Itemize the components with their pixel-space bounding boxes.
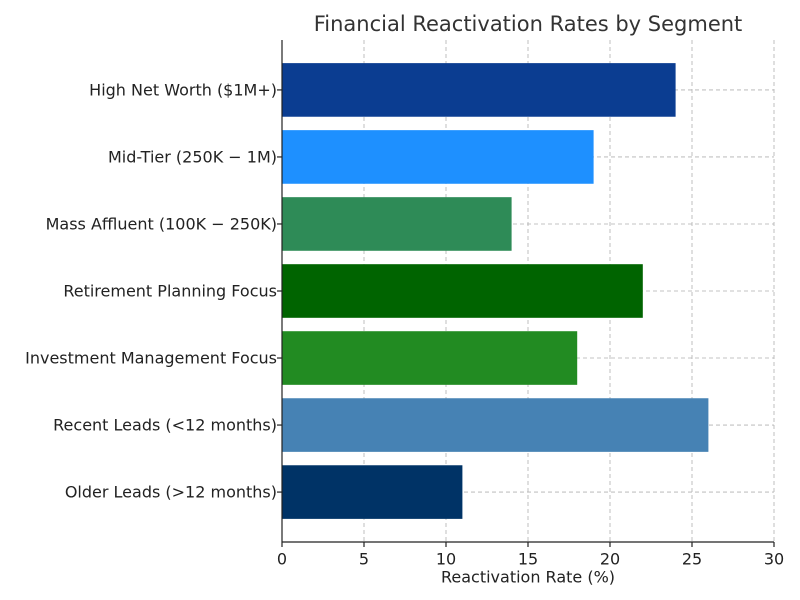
y-tick-label: Older Leads (>12 months) — [65, 483, 277, 502]
x-tick-label: 0 — [277, 550, 287, 569]
bar — [282, 264, 643, 318]
x-tick-label: 5 — [359, 550, 369, 569]
bar — [282, 465, 463, 519]
bar — [282, 130, 594, 184]
y-tick-label: Mass Affluent (100K − 250K) — [46, 214, 277, 233]
chart-title: Financial Reactivation Rates by Segment — [314, 12, 743, 36]
bar — [282, 197, 512, 251]
x-tick-label: 30 — [764, 550, 784, 569]
y-tick-label: Retirement Planning Focus — [63, 282, 277, 301]
y-tick-label: Recent Leads (<12 months) — [53, 416, 277, 435]
bar — [282, 398, 709, 452]
x-axis-label: Reactivation Rate (%) — [441, 568, 615, 587]
y-tick-label: High Net Worth ($1M+) — [89, 80, 277, 99]
bar — [282, 63, 676, 117]
bar — [282, 331, 578, 385]
x-tick-label: 10 — [436, 550, 456, 569]
x-tick-label: 25 — [682, 550, 702, 569]
x-tick-label: 15 — [518, 550, 538, 569]
y-tick-label: Investment Management Focus — [25, 349, 277, 368]
y-tick-label: Mid-Tier (250K − 1M) — [108, 147, 277, 166]
x-tick-label: 20 — [600, 550, 620, 569]
